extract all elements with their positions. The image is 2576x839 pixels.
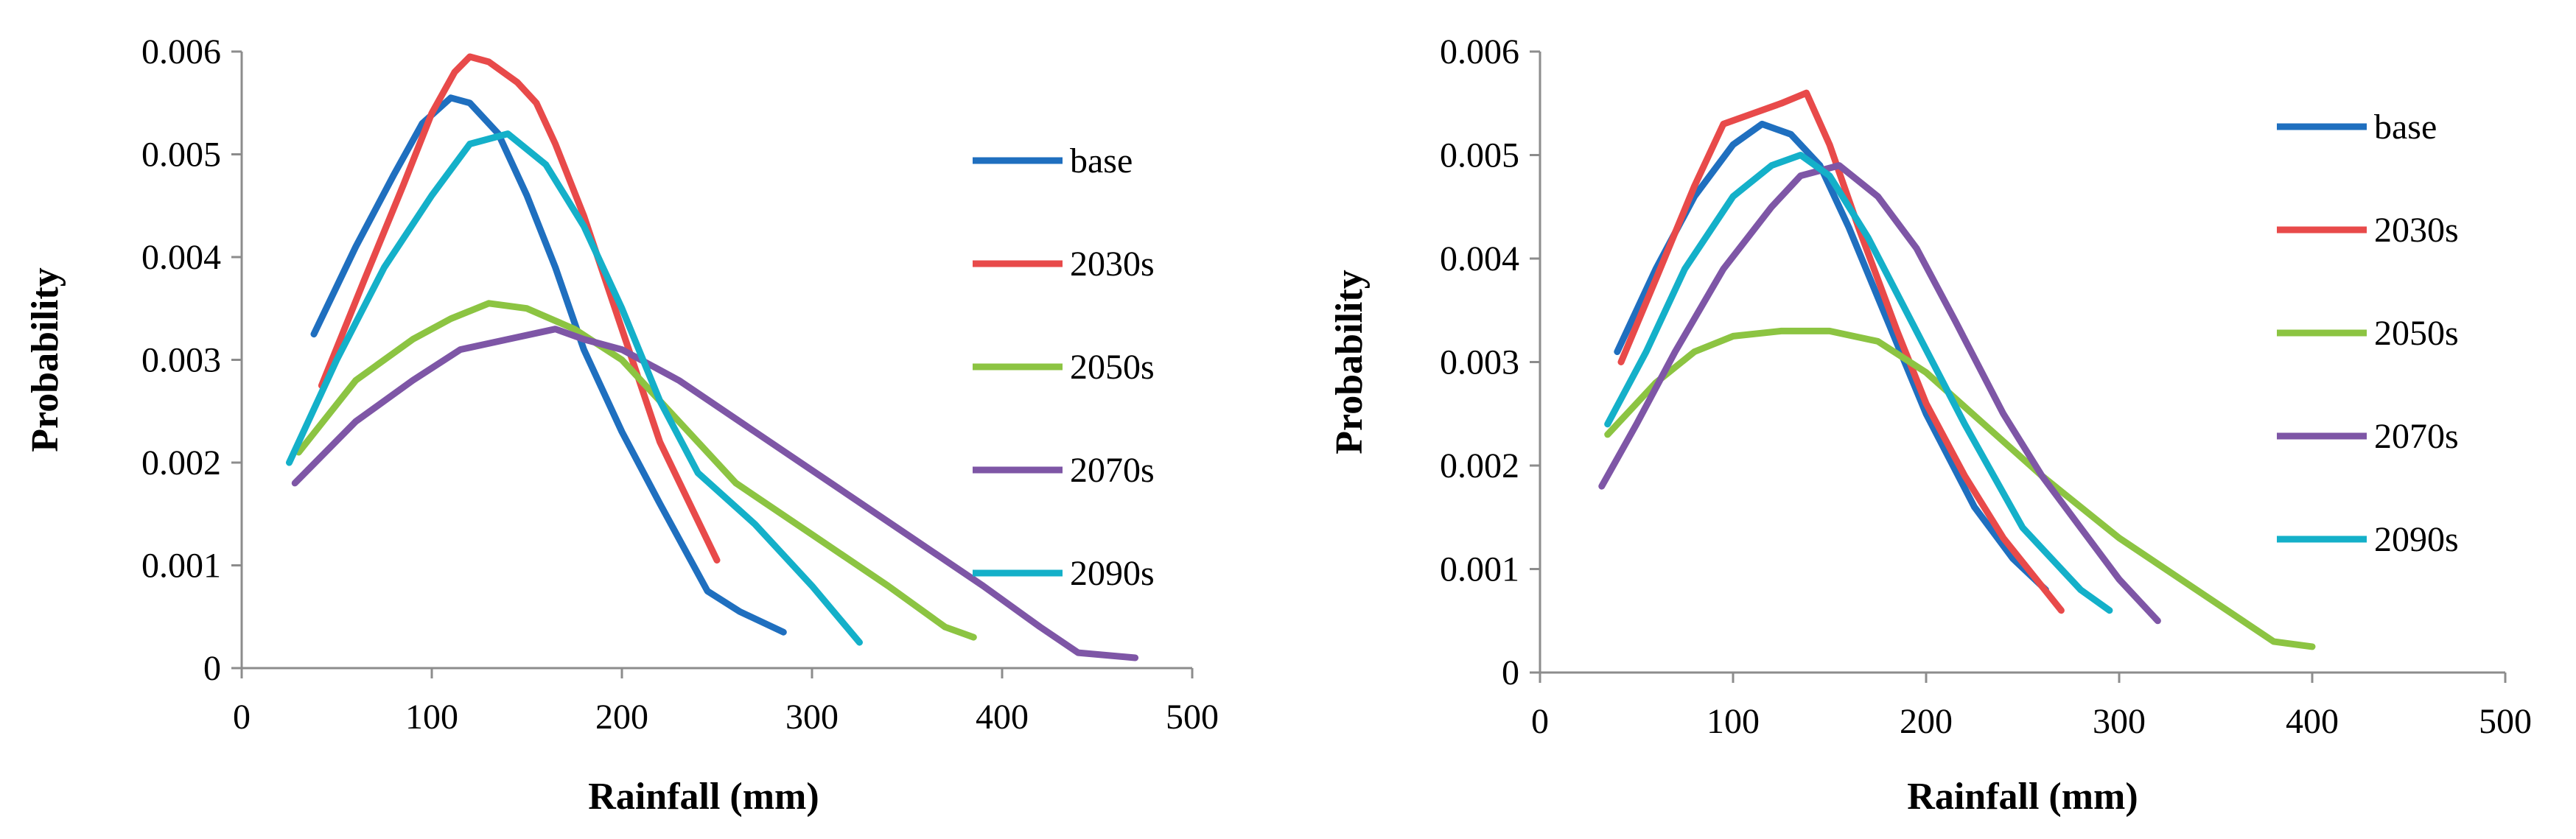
- x-tick-label: 100: [405, 698, 458, 737]
- x-tick-label: 0: [1531, 702, 1549, 741]
- chart-1: 0 0.001 0.002 0.003 0.004 0.005 0.006 0 100 200 30…: [24, 32, 1219, 818]
- y-tick-label: 0.001: [1440, 550, 1519, 589]
- series-line-2030s: [318, 53, 721, 564]
- y-tick-label: 0.006: [1440, 32, 1519, 71]
- x-tick-label: 500: [2479, 702, 2532, 741]
- x-tick-label: 100: [1707, 702, 1760, 741]
- series-line-2050s: [1604, 327, 2316, 650]
- y-tick-label: 0: [203, 649, 221, 688]
- legend-label-2090s: 2090s: [2374, 520, 2459, 559]
- x-tick-label: 200: [595, 698, 648, 737]
- legend-label-2070s: 2070s: [1070, 451, 1155, 490]
- y-tick-label: 0.002: [1440, 446, 1519, 485]
- x-tick-label: 400: [2286, 702, 2339, 741]
- y-tick-label: 0: [1502, 653, 1519, 692]
- y-tick-label: 0.001: [141, 547, 221, 586]
- x-tick-label: 0: [233, 698, 251, 737]
- series-line-2030s: [1617, 89, 2065, 614]
- x-tick-label: 400: [976, 698, 1029, 737]
- x-axis-title: Rainfall (mm): [1907, 776, 2138, 818]
- chart-2: 0 0.001 0.002 0.003 0.004 0.005 0.006 0 100 200 30…: [1329, 32, 2532, 818]
- legend-label-2090s: 2090s: [1070, 554, 1155, 593]
- series-line-2070s: [1598, 162, 2161, 625]
- y-tick-label: 0.004: [1440, 239, 1519, 278]
- x-tick-label: 300: [2093, 702, 2146, 741]
- y-axis-title: Probability: [1329, 270, 1371, 454]
- legend-label-2050s: 2050s: [1070, 348, 1155, 387]
- legend-label-base: base: [2374, 108, 2437, 147]
- legend-label-2050s: 2050s: [2374, 314, 2459, 353]
- series-line-2090s: [286, 130, 863, 646]
- series-line-2070s: [291, 326, 1139, 661]
- y-tick-label: 0.003: [141, 341, 221, 380]
- series-line-2050s: [295, 300, 977, 641]
- series-line-base: [1614, 120, 2049, 594]
- y-tick-label: 0.005: [1440, 136, 1519, 175]
- y-tick-label: 0.004: [141, 238, 221, 277]
- series-line-base: [310, 94, 787, 636]
- y-axis-title: Probability: [24, 267, 66, 452]
- legend: base 2030s 2050s 2070s 2090s: [973, 141, 1155, 593]
- x-tick-label: 300: [785, 698, 839, 737]
- series-line-2090s: [1604, 152, 2113, 614]
- legend: base 2030s 2050s 2070s 2090s: [2277, 108, 2459, 559]
- y-tick-label: 0.006: [141, 32, 221, 71]
- y-tick-label: 0.003: [1440, 343, 1519, 382]
- x-tick-label: 200: [1900, 702, 1953, 741]
- legend-label-base: base: [1070, 141, 1133, 180]
- x-axis-title: Rainfall (mm): [588, 776, 819, 818]
- legend-label-2070s: 2070s: [2374, 417, 2459, 456]
- legend-label-2030s: 2030s: [2374, 211, 2459, 250]
- legend-label-2030s: 2030s: [1070, 245, 1155, 284]
- y-tick-label: 0.002: [141, 443, 221, 482]
- y-tick-label: 0.005: [141, 136, 221, 175]
- x-tick-label: 500: [1166, 698, 1219, 737]
